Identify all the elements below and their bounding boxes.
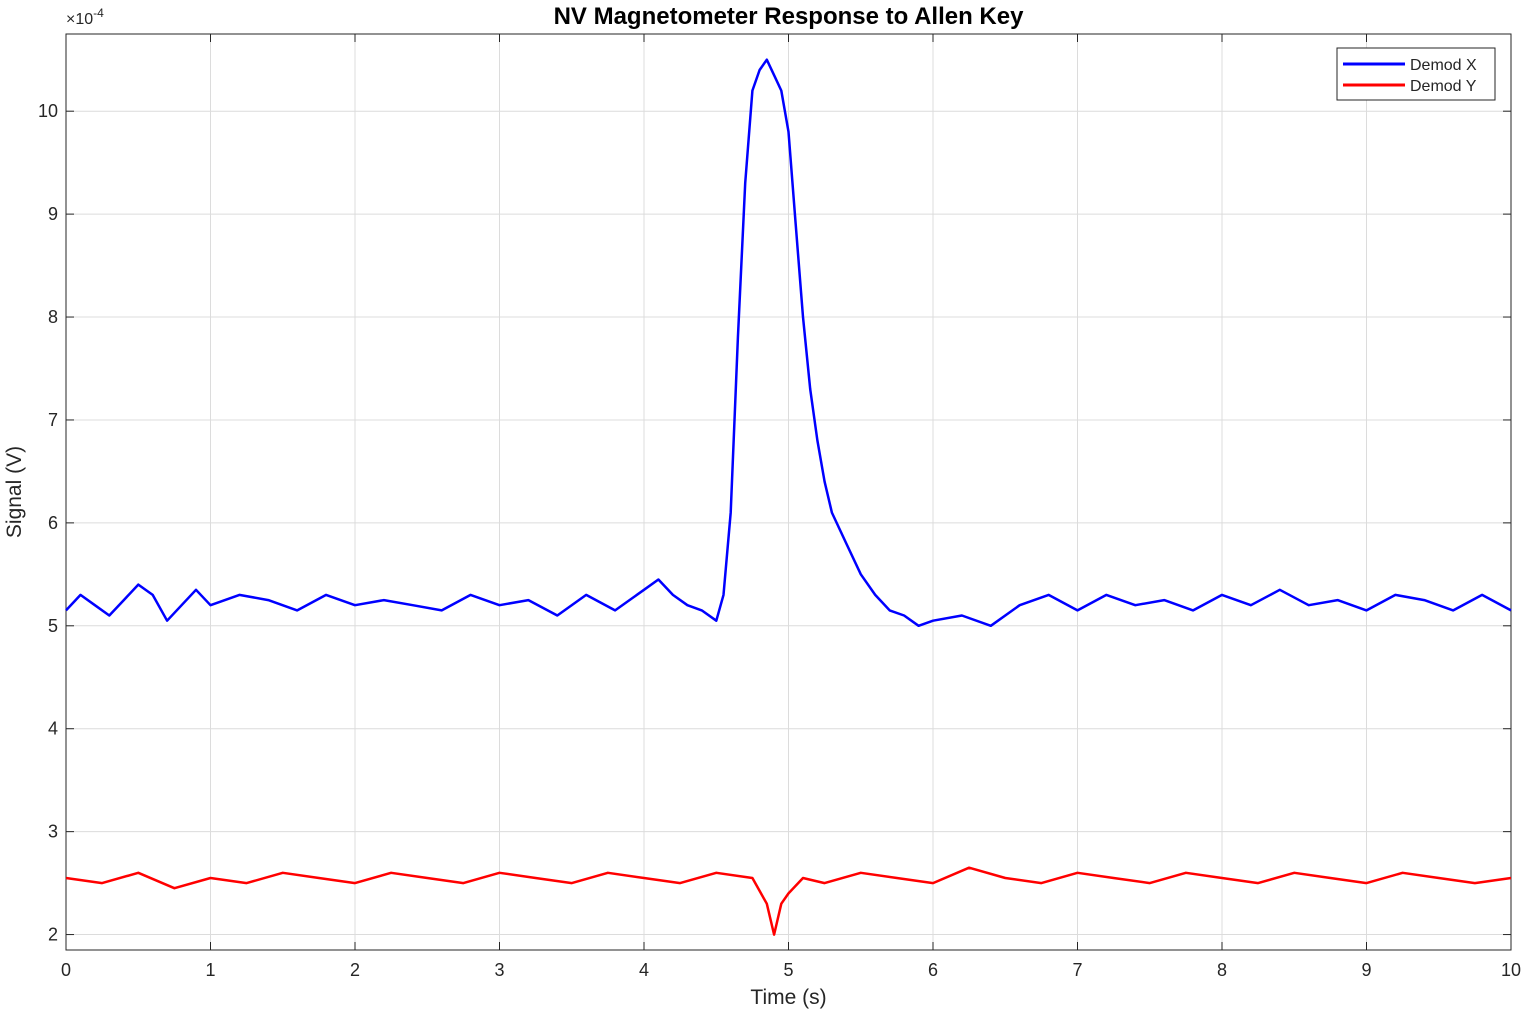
x-tick-label: 8 <box>1217 960 1227 980</box>
y-tick-label: 5 <box>48 616 58 636</box>
legend-label-demod-y: Demod Y <box>1410 78 1477 95</box>
legend-box <box>1336 47 1496 101</box>
y-tick-label: 3 <box>48 822 58 842</box>
y-tick-label: 4 <box>48 719 58 739</box>
axis-ticks <box>65 34 1512 950</box>
x-tick-label: 6 <box>928 960 938 980</box>
x-tick-labels: 0 1 2 3 4 5 6 7 8 9 10 <box>61 960 1521 980</box>
chart-title: NV Magnetometer Response to Allen Key <box>554 3 1025 30</box>
y-axis-multiplier: ×10-4 <box>66 6 104 28</box>
x-tick-label: 5 <box>783 960 793 980</box>
y-axis-label: Signal (V) <box>3 446 26 538</box>
series-line-demod-y <box>65 866 1512 936</box>
x-tick-label: 0 <box>61 960 71 980</box>
y-tick-label: 9 <box>48 204 58 224</box>
legend: Demod X Demod Y <box>1336 47 1496 101</box>
x-axis-label: Time (s) <box>750 986 826 1009</box>
y-tick-label: 2 <box>48 925 58 945</box>
y-multiplier-exponent: -4 <box>93 6 104 20</box>
y-tick-label: 7 <box>48 410 58 430</box>
x-tick-label: 1 <box>205 960 215 980</box>
y-tick-labels: 2 3 4 5 6 7 8 9 10 <box>38 101 58 944</box>
series-line-demod-x <box>65 58 1512 628</box>
x-tick-label: 7 <box>1072 960 1082 980</box>
x-tick-label: 10 <box>1501 960 1521 980</box>
x-tick-label: 2 <box>350 960 360 980</box>
x-tick-label: 9 <box>1361 960 1371 980</box>
y-tick-label: 6 <box>48 513 58 533</box>
legend-label-demod-x: Demod X <box>1410 57 1477 74</box>
y-multiplier-base: ×10 <box>66 11 93 28</box>
x-tick-label: 4 <box>639 960 649 980</box>
x-tick-label: 3 <box>494 960 504 980</box>
y-tick-label: 10 <box>38 101 58 121</box>
series-layer <box>65 58 1512 936</box>
y-tick-label: 8 <box>48 307 58 327</box>
